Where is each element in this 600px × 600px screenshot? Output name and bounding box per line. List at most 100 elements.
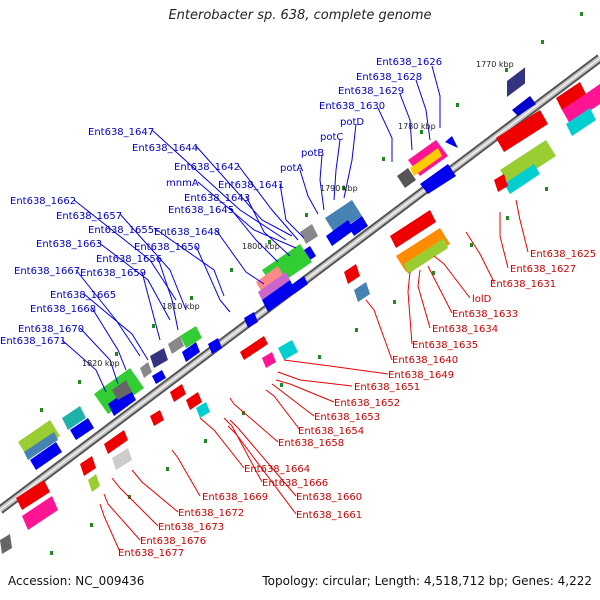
gene-label: Ent638_1667 [14, 266, 80, 277]
gene-label: Ent638_1666 [262, 478, 328, 489]
gene-arrow [18, 420, 60, 458]
gene-label: Ent638_1672 [178, 508, 244, 519]
forward-strand-genes [18, 67, 536, 470]
gene-label: Ent638_1664 [244, 464, 310, 475]
gene-arrow [326, 220, 354, 246]
gene-arrow [80, 456, 96, 476]
gene-arrow [182, 342, 200, 362]
gene-box [507, 67, 525, 97]
gene-arrow [504, 164, 540, 194]
gene-label: Ent638_1654 [298, 426, 364, 437]
gene-arrow [180, 326, 202, 348]
kbp-label: 1820 kbp [82, 359, 120, 368]
gene-arrow [494, 174, 508, 192]
gene-label: Ent638_1660 [296, 492, 362, 503]
gene-arrow [244, 312, 258, 328]
red-leader-lines [99, 199, 529, 553]
gene-label: potD [340, 117, 364, 128]
gene-label: Ent638_1657 [56, 211, 122, 222]
gene-arrow [0, 534, 12, 554]
gene-label: Ent638_1658 [278, 438, 344, 449]
gene-label: Ent638_1647 [88, 127, 154, 138]
gene-label: Ent638_1656 [96, 254, 162, 265]
gene-arrow [168, 336, 184, 354]
kbp-label: 1810 kbp [162, 302, 200, 311]
gene-arrow [348, 216, 368, 236]
gene-label: Ent638_1626 [376, 57, 442, 68]
topology-text: Topology: circular; Length: 4,518,712 bp… [262, 574, 592, 588]
gene-label: Ent638_1645 [168, 205, 234, 216]
gene-arrow [556, 82, 586, 110]
gene-label: Ent638_1653 [314, 412, 380, 423]
gene-label: Ent638_1671 [0, 336, 66, 347]
gene-label: Ent638_1663 [36, 239, 102, 250]
gene-label: Ent638_1659 [80, 268, 146, 279]
gene-arrow [22, 496, 58, 530]
gene-arrow [16, 480, 50, 510]
gene-arrow [140, 362, 152, 378]
gene-arrow [325, 200, 362, 234]
gene-label: Ent638_1627 [510, 264, 576, 275]
gene-arrow [186, 392, 202, 410]
gene-arrow [278, 340, 298, 360]
gene-label: Ent638_1673 [158, 522, 224, 533]
gene-label: Ent638_1651 [354, 382, 420, 393]
gene-arrow [152, 370, 166, 384]
kbp-labels: 1770 kbp 1780 kbp 1790 kbp 1800 kbp 1810… [82, 60, 514, 368]
gene-arrow [512, 96, 536, 116]
reverse-strand-genes [0, 82, 600, 554]
gene-arrow [208, 338, 222, 354]
gene-label: Ent638_1643 [184, 193, 250, 204]
gene-arrow [397, 168, 416, 188]
red-gene-labels: Ent638_1625 Ent638_1627 Ent638_1631 lolD… [118, 249, 596, 559]
accession-text: Accession: NC_009436 [8, 574, 145, 588]
gene-label: Ent638_1633 [452, 309, 518, 320]
gene-arrow [170, 384, 186, 402]
gene-label: Ent638_1662 [10, 196, 76, 207]
gene-arrow [150, 348, 168, 368]
gene-label: potA [280, 163, 303, 174]
gene-label: lolD [472, 294, 492, 305]
blue-leader-lines [61, 65, 441, 393]
gene-arrow [196, 402, 210, 418]
gene-arrow [30, 442, 62, 470]
blue-gene-labels: Ent638_1626 Ent638_1628 Ent638_1629 Ent6… [0, 57, 442, 347]
gene-label: Ent638_1641 [218, 180, 284, 191]
gene-label: Ent638_1625 [530, 249, 596, 260]
gene-arrow [410, 148, 442, 176]
gene-label: Ent638_1648 [154, 227, 220, 238]
gene-arrow [500, 140, 556, 186]
gene-label: Ent638_1650 [134, 242, 200, 253]
kbp-label: 1770 kbp [476, 60, 514, 69]
gene-label: Ent638_1644 [132, 143, 198, 154]
gene-label: Ent638_1669 [202, 492, 268, 503]
gene-label: potC [320, 132, 343, 143]
gene-arrow [88, 474, 100, 492]
gene-label: Ent638_1652 [334, 398, 400, 409]
kbp-label: 1780 kbp [398, 122, 436, 131]
gene-label: Ent638_1677 [118, 548, 184, 559]
gene-arrow [150, 410, 164, 426]
gene-arrow [104, 430, 128, 454]
gene-arrow [112, 380, 132, 400]
gene-label: Ent638_1665 [50, 290, 116, 301]
gene-arrow [496, 110, 548, 152]
gene-arrow [240, 336, 268, 360]
gene-label: Ent638_1649 [388, 370, 454, 381]
position-ticks [40, 12, 583, 555]
gene-arrow [562, 84, 600, 124]
gene-arrow [70, 418, 94, 440]
gene-arrow [262, 352, 276, 368]
map-title: Enterobacter sp. 638, complete genome [168, 8, 432, 23]
gene-arrow [390, 210, 436, 248]
gene-label: Ent638_1655 [88, 225, 154, 236]
gene-label: Ent638_1661 [296, 510, 362, 521]
gene-arrow [24, 432, 58, 460]
gene-arrow [258, 272, 290, 300]
gene-arrow [445, 136, 458, 148]
gene-label: mnmA [166, 178, 199, 189]
gene-label: Ent638_1629 [338, 86, 404, 97]
gene-arrow [404, 238, 448, 274]
gene-label: Ent638_1642 [174, 162, 240, 173]
